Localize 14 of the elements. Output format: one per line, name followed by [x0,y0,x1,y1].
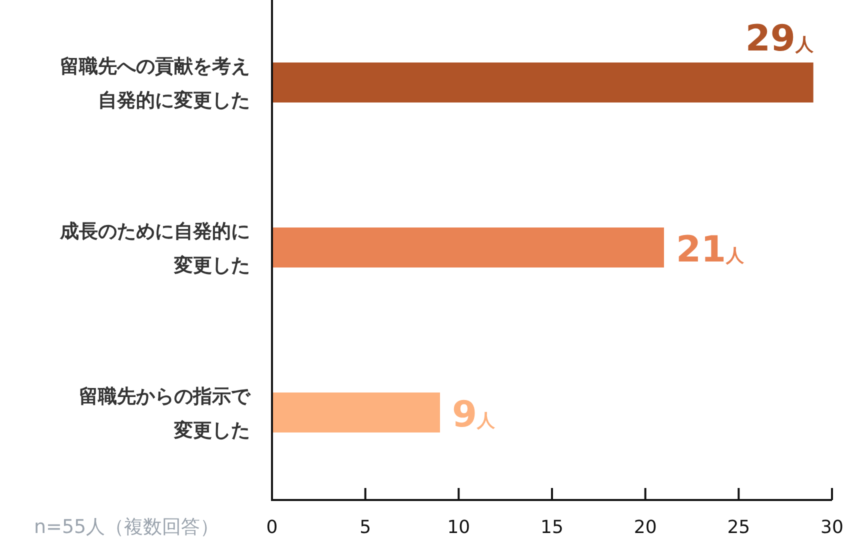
data-label: 9人 [452,394,496,436]
x-tick-label: 30 [820,517,844,538]
x-tick-label: 0 [266,517,278,538]
y-tick-label: 成長のために自発的に変更した [59,220,250,276]
x-tick-label: 10 [447,517,470,538]
x-tick-label: 5 [360,517,372,538]
data-label: 29人 [745,18,814,60]
y-tick-label: 留職先への貢献を考え自発的に変更した [60,56,250,112]
x-tick-label: 15 [540,517,564,538]
y-tick-label: 留職先からの指示で変更した [79,386,251,442]
x-tick-label: 25 [727,517,750,538]
text: n=55人（複数回答） [34,516,220,538]
data-label: 21人 [676,230,746,270]
x-tick-label: 20 [634,517,657,538]
